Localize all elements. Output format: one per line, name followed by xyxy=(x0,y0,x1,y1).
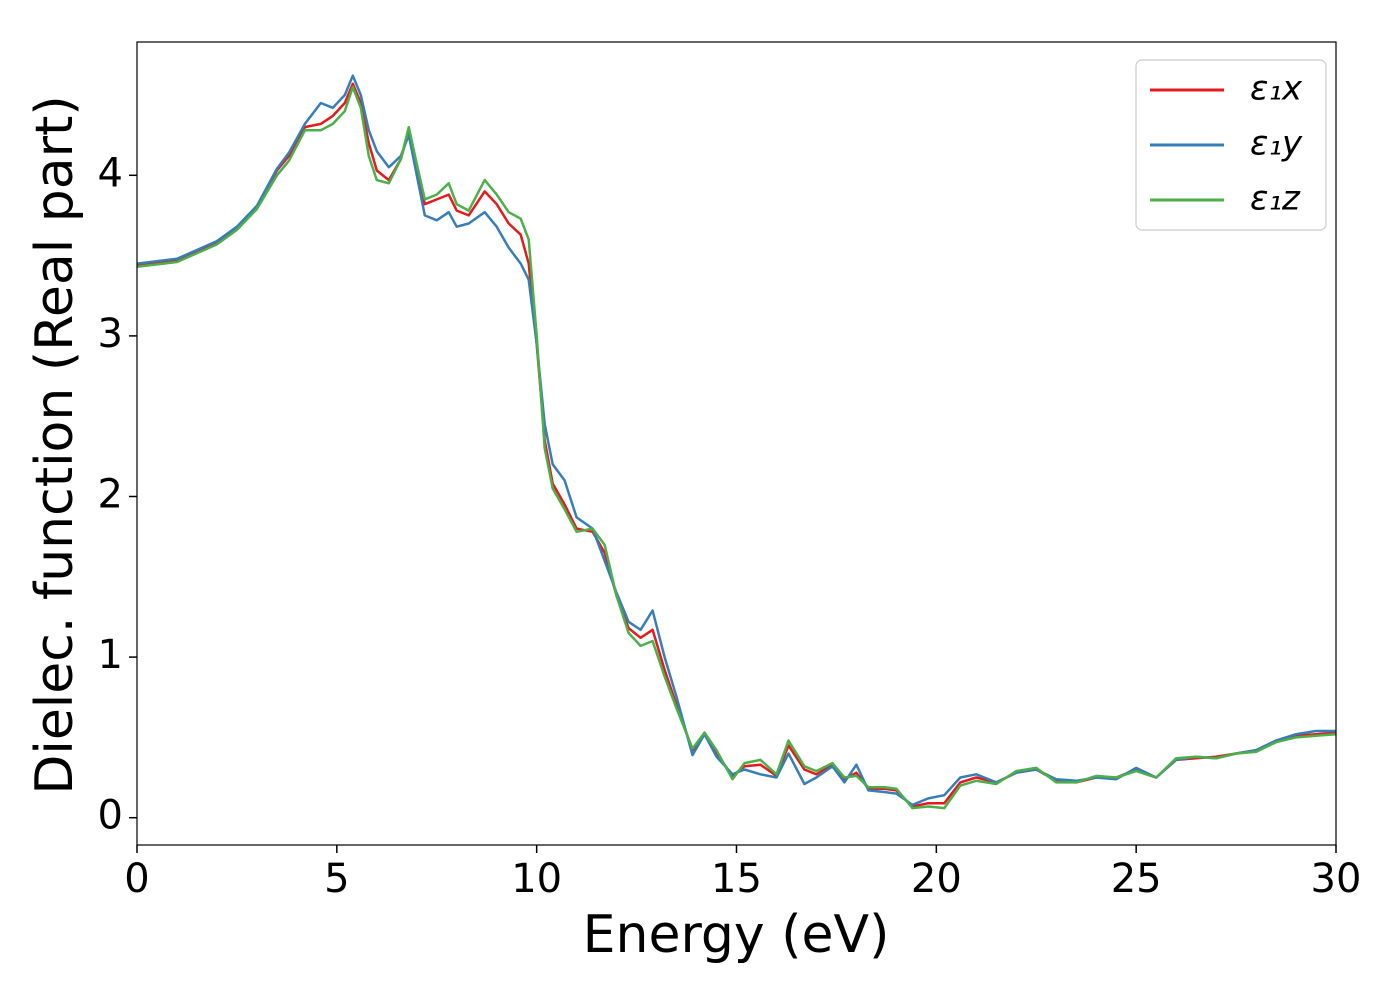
x-tick-label: 20 xyxy=(911,856,962,902)
y-tick-label: 0 xyxy=(98,793,123,839)
legend-label: ε₁x xyxy=(1250,69,1303,109)
x-axis-label: Energy (eV) xyxy=(583,905,890,965)
y-tick-label: 2 xyxy=(98,471,123,517)
y-tick-label: 3 xyxy=(98,311,123,357)
x-tick-label: 25 xyxy=(1111,856,1162,902)
y-axis-label: Dielec. function (Real part) xyxy=(25,95,85,794)
legend-label: ε₁y xyxy=(1250,124,1303,164)
legend-box xyxy=(1135,59,1327,231)
plot-frame xyxy=(136,41,1337,846)
series-line xyxy=(137,74,1336,807)
series-line xyxy=(137,85,1336,810)
x-tick-label: 30 xyxy=(1311,856,1362,902)
x-tick-label: 0 xyxy=(124,856,149,902)
y-tick-label: 1 xyxy=(98,632,123,678)
x-tick-label: 10 xyxy=(511,856,562,902)
legend-label: ε₁z xyxy=(1250,179,1301,219)
x-tick-label: 5 xyxy=(324,856,349,902)
y-tick-label: 4 xyxy=(98,150,123,196)
x-tick-label: 15 xyxy=(711,856,762,902)
